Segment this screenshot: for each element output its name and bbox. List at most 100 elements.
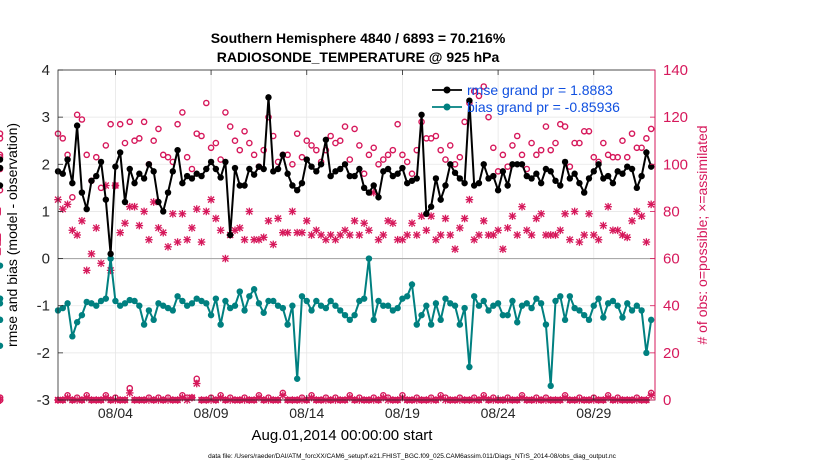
possible-obs-marker [73, 111, 81, 119]
possible-obs-marker [116, 120, 124, 128]
assimilated-obs-marker [360, 219, 368, 228]
assimilated-obs-marker [264, 217, 273, 225]
rmse-series [0, 94, 655, 258]
possible-obs-marker [236, 146, 244, 154]
bias-point [384, 302, 392, 309]
rmse-point [557, 182, 564, 189]
possible-obs-marker [179, 109, 186, 116]
rmse-point [628, 165, 636, 173]
possible-obs-marker-low [0, 394, 4, 401]
bias-point [313, 297, 320, 305]
rmse-point [217, 174, 224, 181]
bias-point [169, 307, 177, 314]
possible-obs-marker [188, 165, 196, 173]
rmse-point [0, 182, 4, 189]
x-tick-label: 08/04 [98, 405, 133, 421]
possible-obs-marker [619, 137, 626, 145]
possible-obs-marker [0, 135, 4, 142]
rmse-point [155, 198, 162, 206]
assimilated-obs-marker [475, 231, 483, 239]
bias-point [451, 302, 459, 309]
assimilated-obs-marker [164, 242, 172, 251]
y-tick-label-right: 100 [663, 156, 688, 173]
possible-obs-marker [360, 170, 368, 178]
possible-obs-marker [614, 153, 621, 161]
possible-obs-marker [528, 139, 535, 147]
assimilated-obs-marker [556, 226, 565, 235]
rmse-point [121, 198, 129, 206]
bias-point [643, 349, 650, 357]
assimilated-obs-marker [121, 219, 129, 228]
bias-point [193, 295, 200, 302]
possible-obs-marker [628, 130, 636, 137]
rmse-point [456, 175, 464, 182]
bias-point [174, 293, 181, 300]
assimilated-obs-marker [408, 219, 416, 228]
assimilated-obs-marker-low [192, 379, 201, 388]
bias-point [504, 311, 511, 319]
bias-point [609, 297, 617, 305]
rmse-point [274, 165, 282, 173]
y-tick-label-right: 0 [663, 392, 671, 409]
rmse-point [164, 189, 172, 196]
rmse-point [571, 170, 578, 177]
possible-obs-marker [561, 123, 569, 130]
legend: rmse grand pr = 1.8883 bias grand pr = -… [432, 82, 620, 115]
rmse-point [537, 179, 545, 187]
rmse-point [360, 184, 368, 192]
assimilated-obs-marker [566, 235, 574, 244]
possible-obs-marker [0, 130, 4, 137]
x-tick-label: 08/29 [576, 405, 611, 421]
assimilated-obs-marker [532, 214, 541, 223]
bias-point [308, 307, 315, 314]
rmse-point [102, 196, 110, 203]
y-tick-label-left: 4 [42, 62, 50, 79]
possible-obs-marker [351, 125, 358, 133]
rmse-point [332, 168, 339, 175]
rmse-point [595, 161, 602, 168]
rmse-point [59, 170, 66, 177]
possible-obs-marker [379, 156, 387, 163]
bias-point [490, 302, 497, 309]
bias-point [88, 300, 95, 307]
y-tick-label-right: 80 [663, 203, 680, 220]
rmse-point [116, 149, 124, 156]
possible-obs-marker [107, 120, 114, 128]
possible-obs-marker [92, 153, 100, 161]
possible-obs-marker [293, 130, 301, 137]
rmse-point [604, 172, 612, 180]
assimilated-obs-marker [183, 235, 191, 244]
rmse-point [614, 168, 621, 175]
rmse-point [408, 177, 416, 184]
bias-point [126, 296, 133, 304]
rmse-point [93, 172, 100, 180]
bias-point [179, 297, 186, 305]
rmse-point [647, 163, 655, 170]
possible-obs-marker [231, 137, 239, 145]
rmse-point [179, 179, 186, 187]
y-tick-label-left: 0 [42, 251, 50, 268]
bias-point [638, 307, 645, 314]
bias-point [69, 333, 76, 340]
assimilated-obs-marker [460, 214, 469, 223]
rmse-point [514, 161, 521, 168]
bias-point [188, 300, 196, 307]
bias-point [0, 300, 4, 307]
bias-point [375, 297, 382, 305]
bias-point [533, 295, 540, 302]
assimilated-obs-marker [130, 202, 139, 211]
rmse-point [145, 161, 153, 168]
bias-point [423, 302, 430, 309]
rmse-point [590, 168, 597, 175]
bias-point [418, 311, 425, 319]
assimilated-obs-marker [647, 200, 655, 209]
y-tick-label-left: 1 [42, 203, 50, 220]
assimilated-obs-marker [63, 200, 72, 209]
rmse-point [293, 187, 301, 194]
bias-point [499, 311, 507, 319]
possible-obs-marker [0, 153, 4, 161]
bias-point [183, 302, 191, 309]
bias-point [633, 302, 641, 309]
assimilated-obs-marker-low [647, 391, 655, 400]
possible-obs-marker [504, 163, 511, 170]
